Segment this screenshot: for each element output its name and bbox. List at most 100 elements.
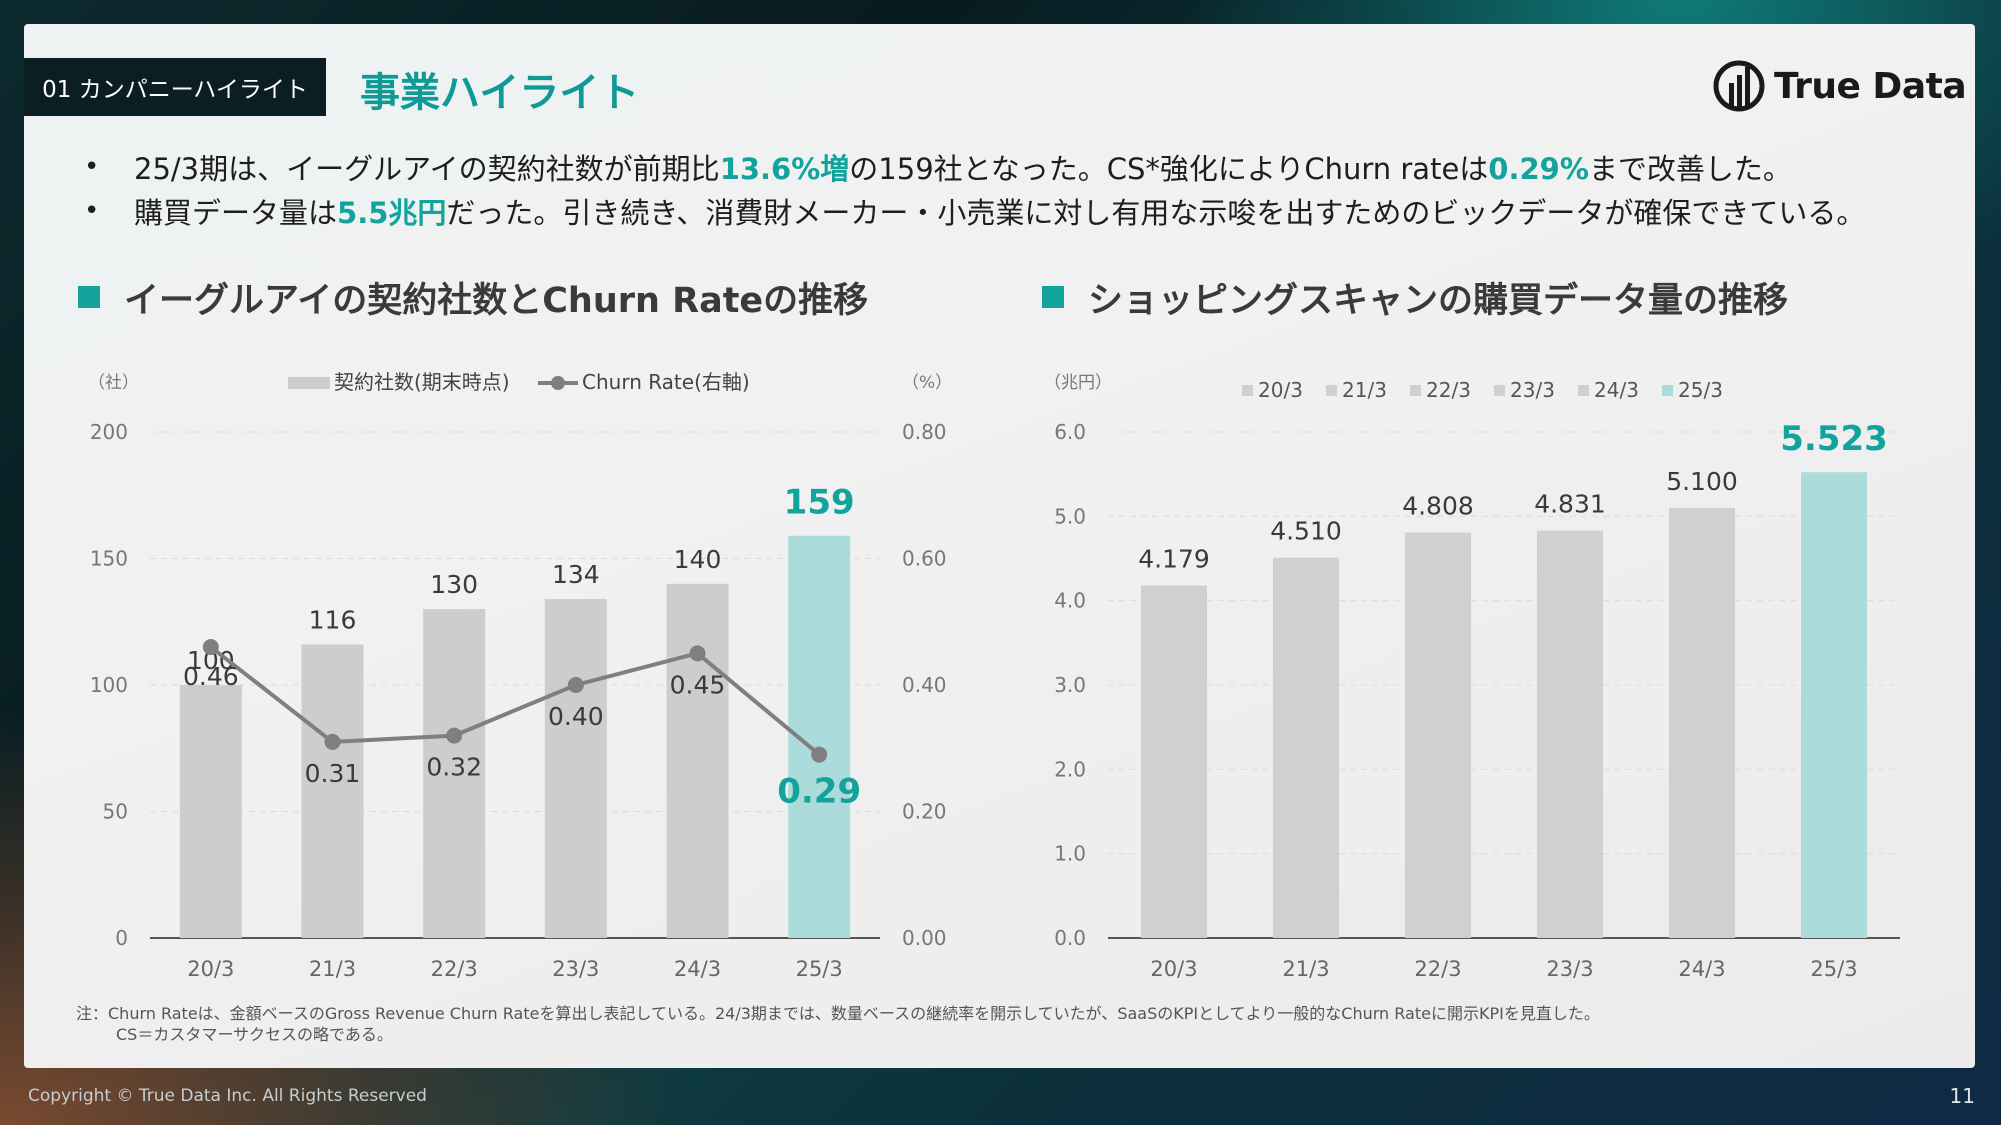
- bullet-dot: •: [84, 152, 100, 182]
- right-tick-label: 0.80: [902, 420, 947, 444]
- bullet-text-part: まで改善した。: [1588, 152, 1792, 186]
- logo-text: True Data: [1774, 65, 1967, 107]
- bar-value-label: 116: [309, 606, 357, 635]
- bar: [1405, 532, 1471, 938]
- bar-value-label: 4.510: [1270, 517, 1342, 546]
- bar: [1669, 507, 1735, 938]
- bullet-dot: •: [84, 196, 100, 226]
- bar: [1537, 530, 1603, 938]
- legend-swatch: [1326, 385, 1337, 396]
- right-tick-label: 0.20: [902, 800, 947, 824]
- x-tick-label: 24/3: [674, 957, 721, 981]
- bar: [179, 685, 242, 938]
- section-tag: 01 カンパニーハイライト: [24, 58, 326, 116]
- bullet-highlight: 13.6%増: [719, 152, 850, 186]
- legend-swatch: [1662, 385, 1673, 396]
- x-tick-label: 20/3: [1150, 957, 1197, 981]
- legend-swatch: [1578, 385, 1589, 396]
- x-tick-label: 24/3: [1678, 957, 1725, 981]
- company-logo: True Data: [1712, 52, 1967, 120]
- bar-value-label: 130: [430, 570, 478, 599]
- footnote: 注：Churn Rateは、金額ベースのGross Revenue Churn …: [76, 1003, 1600, 1045]
- bullet-item: • 25/3期は、イーグルアイの契約社数が前期比13.6%増の159社となった。…: [84, 145, 1964, 189]
- legend-bar-swatch: [288, 377, 330, 389]
- legend-label: 25/3: [1678, 378, 1723, 402]
- page-title: 事業ハイライト: [360, 70, 640, 116]
- bullet-highlight: 5.5兆円: [337, 196, 447, 230]
- x-tick-label: 22/3: [1414, 957, 1461, 981]
- x-tick-label: 23/3: [552, 957, 599, 981]
- bar-value-label: 5.100: [1666, 467, 1738, 496]
- churn-point: [324, 733, 341, 750]
- bullet-text-part: の159社となった。CS*強化によりChurn rateは: [849, 152, 1489, 186]
- bar-value-label: 4.179: [1138, 545, 1210, 574]
- legend-label: 23/3: [1510, 378, 1555, 402]
- legend-label: 24/3: [1594, 378, 1639, 402]
- bar-value-label: 140: [674, 545, 722, 574]
- churn-point: [689, 645, 706, 662]
- y-tick-label: 6.0: [1054, 420, 1086, 444]
- legend-swatch: [1494, 385, 1505, 396]
- highlight-bullets: • 25/3期は、イーグルアイの契約社数が前期比13.6%増の159社となった。…: [84, 145, 1964, 233]
- bar-value-label: 159: [784, 483, 855, 523]
- y-axis-unit: （兆円）: [1044, 373, 1112, 393]
- bullet-text-part: だった。引き続き、消費財メーカー・小売業に対し有用な示唆を出すためのビックデータ…: [446, 196, 1866, 230]
- legend-bar-label: 契約社数(期末時点): [334, 370, 510, 394]
- x-tick-label: 23/3: [1546, 957, 1593, 981]
- contracts-churn-chart: （社） （%） 契約社数(期末時点) Churn Rate(右軸) 0 50 100 150 2…: [88, 370, 952, 981]
- left-tick-label: 200: [90, 420, 128, 444]
- legend-swatch: [1410, 385, 1421, 396]
- churn-value-label: 0.40: [548, 702, 604, 731]
- footnote-line: 注：Churn Rateは、金額ベースのGross Revenue Churn …: [76, 1004, 1600, 1023]
- churn-point: [567, 677, 584, 693]
- left-tick-label: 150: [90, 547, 128, 571]
- left-tick-label: 0: [115, 926, 128, 950]
- left-tick-label: 100: [90, 673, 128, 697]
- y-tick-label: 4.0: [1054, 589, 1086, 613]
- y-tick-label: 1.0: [1054, 842, 1086, 866]
- copyright: Copyright © True Data Inc. All Rights Re…: [28, 1086, 427, 1106]
- y-tick-label: 3.0: [1054, 673, 1086, 697]
- bar-value-label: 134: [552, 560, 600, 589]
- x-tick-label: 22/3: [431, 957, 478, 981]
- x-tick-label: 21/3: [309, 957, 356, 981]
- left-tick-label: 50: [103, 800, 128, 824]
- right-tick-label: 0.60: [902, 547, 947, 571]
- legend-line-label: Churn Rate(右軸): [582, 370, 750, 394]
- legend-label: 20/3: [1258, 378, 1303, 402]
- right-tick-label: 0.00: [902, 926, 947, 950]
- heading-square-icon: [1042, 286, 1064, 308]
- y-tick-label: 0.0: [1054, 926, 1086, 950]
- bullet-text-part: 25/3期は、イーグルアイの契約社数が前期比: [134, 152, 720, 186]
- churn-value-label: 0.29: [777, 772, 861, 812]
- bar: [1273, 557, 1339, 938]
- page-number: 11: [1949, 1084, 1975, 1108]
- y-tick-label: 5.0: [1054, 504, 1086, 528]
- bullet-item: • 購買データ量は5.5兆円だった。引き続き、消費財メーカー・小売業に対し有用な…: [84, 189, 1964, 233]
- footnote-line: CS＝カスタマーサクセスの略である。: [116, 1025, 393, 1044]
- bar-value-label: 5.523: [1780, 419, 1888, 459]
- churn-rate-line: [209, 645, 821, 757]
- bar: [1801, 472, 1867, 938]
- legend-label: 22/3: [1426, 378, 1471, 402]
- legend-line-marker: [551, 376, 565, 390]
- churn-value-label: 0.46: [183, 662, 239, 691]
- bar: [666, 583, 729, 938]
- purchase-data-chart: （兆円） 20/3 21/3 22/3 23/3 24/3 25/3 0.0 1.0 2.0 3.0…: [1044, 373, 1900, 981]
- left-chart-heading: イーグルアイの契約社数とChurn Rateの推移: [78, 272, 868, 322]
- x-tick-label: 25/3: [796, 957, 843, 981]
- right-tick-label: 0.40: [902, 673, 947, 697]
- churn-point: [811, 746, 828, 763]
- bullet-text: 購買データ量は5.5兆円だった。引き続き、消費財メーカー・小売業に対し有用な示唆…: [134, 190, 1865, 232]
- churn-value-label: 0.31: [305, 759, 361, 788]
- x-tick-label: 21/3: [1282, 957, 1329, 981]
- bullet-text: 25/3期は、イーグルアイの契約社数が前期比13.6%増の159社となった。CS…: [134, 146, 1792, 188]
- heading-square-icon: [78, 286, 100, 308]
- logo-mark-icon: [1713, 60, 1765, 112]
- bullet-text-part: 購買データ量は: [134, 196, 338, 230]
- churn-value-label: 0.45: [670, 670, 726, 699]
- right-chart-heading-text: ショッピングスキャンの購買データ量の推移: [1088, 280, 1789, 321]
- legend-swatch: [1242, 385, 1253, 396]
- bullet-highlight: 0.29%: [1488, 152, 1589, 186]
- bar: [301, 644, 364, 938]
